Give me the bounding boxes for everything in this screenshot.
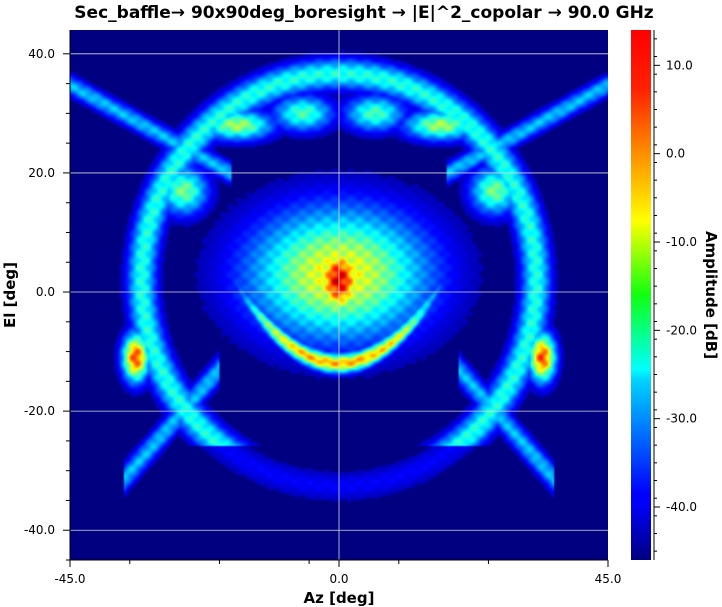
colorbar-gradient [631, 30, 651, 560]
y-tick-label: -20.0 [24, 404, 55, 418]
chart-title: Sec_baffle→ 90x90deg_boresight → |E|^2_c… [74, 3, 654, 23]
y-tick-label: 0.0 [36, 285, 55, 299]
y-tick-label: -40.0 [24, 523, 55, 537]
colorbar: 10.0 0.0 -10.0 -20.0 -30.0 -40.0 [631, 30, 697, 560]
colorbar-label: Amplitude [dB] [702, 231, 720, 359]
y-tick-label: 40.0 [28, 47, 55, 61]
x-tick-label: 45.0 [595, 572, 622, 586]
colorbar-tick-label: -20.0 [666, 323, 697, 337]
colorbar-tick-label: 0.0 [666, 147, 685, 161]
y-tick-label: 20.0 [28, 166, 55, 180]
colorbar-tick-label: 10.0 [666, 58, 693, 72]
x-tick-label: -45.0 [54, 572, 85, 586]
x-ticks: -45.0 0.0 45.0 [54, 560, 621, 586]
colorbar-tick-label: -40.0 [666, 500, 697, 514]
colorbar-ticks: 10.0 0.0 -10.0 -20.0 -30.0 -40.0 [654, 38, 697, 552]
colorbar-tick-label: -10.0 [666, 235, 697, 249]
colorbar-tick-label: -30.0 [666, 412, 697, 426]
y-axis-label: El [deg] [1, 262, 19, 328]
y-ticks: 40.0 20.0 0.0 -20.0 -40.0 [24, 47, 70, 561]
x-axis-label: Az [deg] [304, 589, 375, 607]
plot-area [70, 30, 608, 560]
grid-lines [70, 30, 608, 560]
x-tick-label: 0.0 [329, 572, 348, 586]
